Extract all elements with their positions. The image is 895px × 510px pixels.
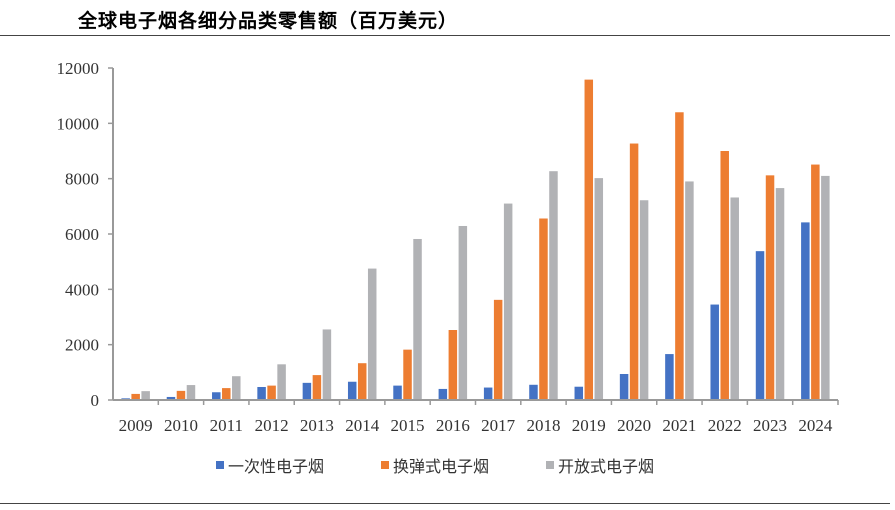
bar-2018-0 [529,384,538,400]
bar-2023-1 [765,175,775,400]
bar-2018-2 [549,171,558,400]
bar-2024-2 [821,175,830,400]
bar-2012-2 [277,364,286,400]
y-tick-label: 12000 [57,59,100,78]
bar-2020-1 [629,143,639,400]
legend-swatch-0 [216,461,224,469]
chart-title: 全球电子烟各细分品类零售额（百万美元） [78,10,459,32]
x-tick-label: 2017 [481,416,516,435]
y-tick-label: 0 [91,391,100,410]
x-tick-label: 2023 [753,416,787,435]
x-tick-label: 2022 [708,416,742,435]
bar-2023-0 [755,251,765,400]
bar-2018-1 [539,218,548,400]
bar-2010-1 [176,390,186,400]
bar-2016-1 [448,330,458,400]
bar-2016-0 [438,388,448,400]
bar-2014-2 [367,268,377,400]
bar-2012-1 [267,385,276,400]
bar-2020-2 [639,200,649,400]
bar-2013-0 [302,382,312,400]
bar-2021-2 [685,181,694,400]
bar-2014-1 [357,363,367,400]
x-tick-label: 2024 [798,416,833,435]
bar-2015-1 [403,349,412,400]
legend-label-0: 一次性电子烟 [228,457,324,476]
bar-2011-0 [212,392,221,400]
bar-2012-0 [257,386,266,400]
x-tick-label: 2021 [662,416,696,435]
x-tick-label: 2015 [391,416,425,435]
bar-2024-0 [801,222,810,400]
legend-swatch-1 [381,461,389,469]
y-tick-label: 10000 [57,114,100,133]
y-tick-label: 2000 [65,336,99,355]
bar-2010-2 [186,385,196,400]
bar-2021-1 [675,112,684,401]
bar-2010-0 [166,396,176,400]
x-tick-label: 2018 [526,416,560,435]
title-rule [0,35,890,36]
bar-2015-2 [413,238,422,400]
x-tick-label: 2016 [436,416,470,435]
legend-label-2: 开放式电子烟 [558,457,654,476]
bar-2021-0 [665,354,674,400]
bar-2022-1 [720,151,729,400]
bar-2011-1 [222,388,231,400]
bar-2017-1 [493,299,503,400]
bar-2019-1 [584,79,594,401]
x-tick-label: 2009 [119,416,153,435]
legend-swatch-2 [546,461,554,469]
x-tick-label: 2019 [572,416,606,435]
y-tick-label: 4000 [65,280,99,299]
bar-2011-2 [232,376,241,400]
bar-2017-2 [503,203,513,400]
bar-2022-2 [730,197,739,400]
bar-2016-2 [458,225,468,400]
bar-2009-1 [131,393,140,400]
x-tick-label: 2010 [164,416,198,435]
bar-2017-0 [483,387,493,400]
bar-2019-2 [594,178,604,400]
bar-2013-1 [312,375,322,400]
bar-2015-0 [393,385,402,400]
x-tick-label: 2014 [345,416,380,435]
legend-label-1: 换弹式电子烟 [393,457,489,476]
x-tick-label: 2020 [617,416,651,435]
bar-2022-0 [710,304,719,400]
bar-2019-0 [574,386,584,400]
bar-2009-2 [141,391,150,400]
bar-2020-0 [619,373,629,400]
bar-2013-2 [322,329,332,400]
bar-2014-0 [347,381,357,400]
bar-2024-1 [811,164,820,400]
x-tick-label: 2013 [300,416,334,435]
x-tick-label: 2012 [255,416,289,435]
bar-2023-2 [775,188,785,400]
x-tick-label: 2011 [210,416,243,435]
bottom-rule [0,503,890,504]
y-tick-label: 8000 [65,170,99,189]
y-tick-label: 6000 [65,225,99,244]
